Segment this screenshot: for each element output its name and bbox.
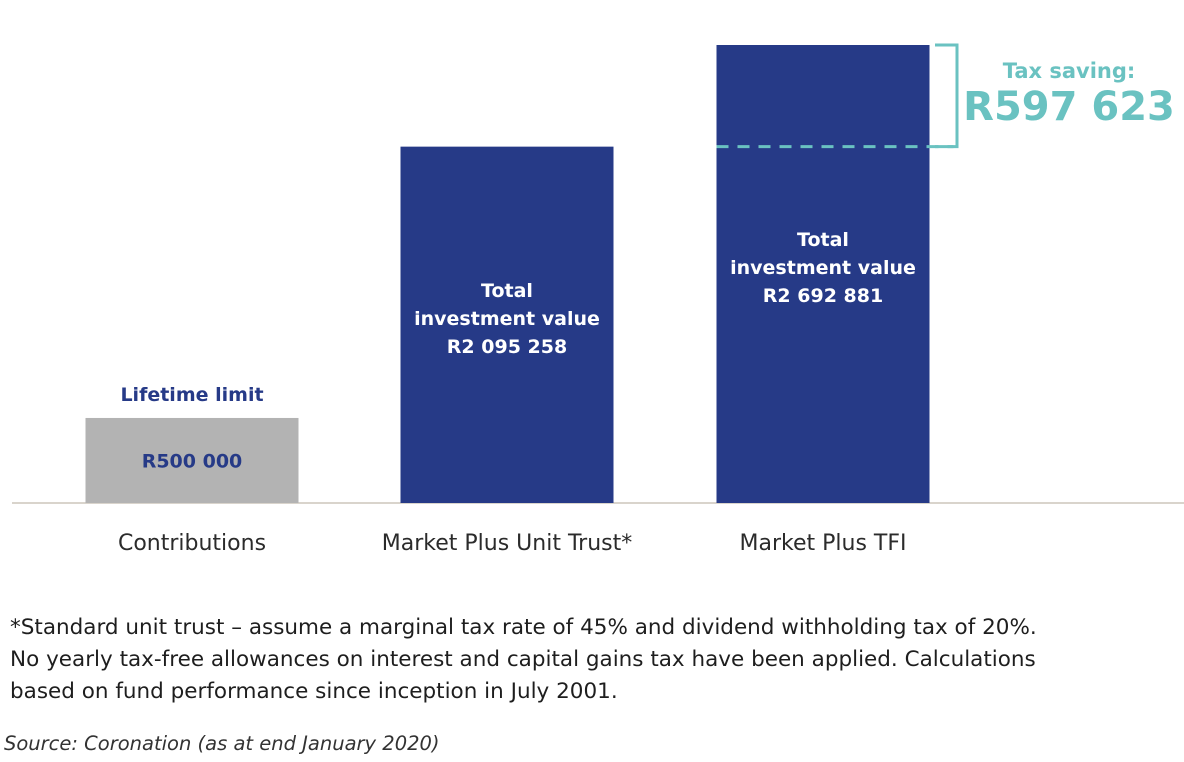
bar-chart: Lifetime limit R500 000 Total investment… <box>12 43 1184 556</box>
category-label-unit-trust: Market Plus Unit Trust* <box>382 531 632 556</box>
tfi-total-line2: investment value <box>730 257 916 279</box>
footnote-line: based on fund performance since inceptio… <box>10 679 618 704</box>
lifetime-limit-label: Lifetime limit <box>120 384 263 406</box>
category-label-contributions: Contributions <box>118 531 266 556</box>
unit-trust-value-label: R2 095 258 <box>447 336 567 358</box>
bar-market-plus-tfi <box>716 45 930 503</box>
unit-trust-total-line1: Total <box>481 280 533 302</box>
footnote-line: *Standard unit trust – assume a marginal… <box>10 615 1037 640</box>
contributions-value-label: R500 000 <box>142 450 243 472</box>
footnote-line: No yearly tax-free allowances on interes… <box>10 647 1036 672</box>
unit-trust-total-line2: investment value <box>414 308 600 330</box>
tfi-total-line1: Total <box>797 229 849 251</box>
tax-saving-bracket <box>935 43 959 149</box>
bar-market-plus-unit-trust <box>400 146 614 503</box>
source-note: Source: Coronation (as at end January 20… <box>4 732 440 755</box>
tax-saving-label: Tax saving: <box>1003 59 1136 83</box>
tfi-value-label: R2 692 881 <box>763 285 883 307</box>
bar-contributions <box>85 417 299 503</box>
footnote: *Standard unit trust – assume a marginal… <box>10 612 1180 708</box>
tax-saving-value: R597 623 <box>963 84 1175 130</box>
category-label-tfi: Market Plus TFI <box>740 531 907 556</box>
